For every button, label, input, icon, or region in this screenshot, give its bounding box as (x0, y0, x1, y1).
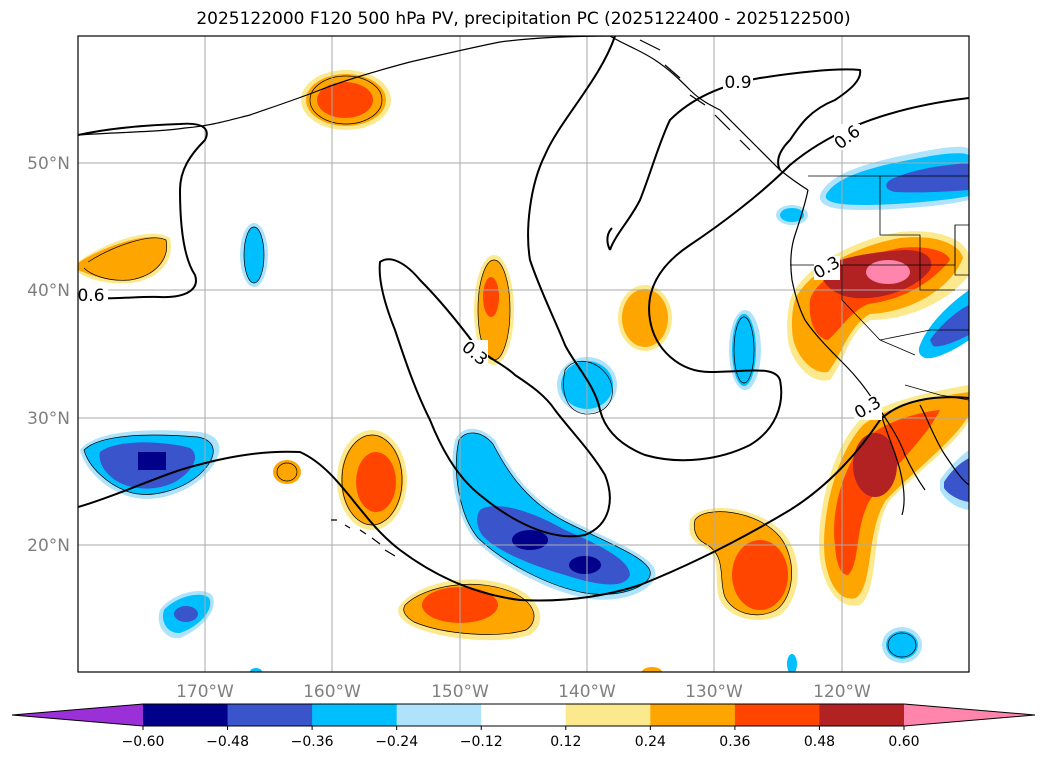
colorbar-segment (481, 704, 567, 726)
colorbar-segment (565, 704, 651, 726)
longitude-labels: 170°W 160°W 150°W 140°W 130°W 120°W (176, 682, 871, 702)
lat-label-40n: 40°N (27, 281, 70, 301)
colorbar-segment (650, 704, 736, 726)
lon-label-150w: 150°W (431, 682, 489, 702)
pv-contours (78, 36, 969, 602)
map-frame (77, 35, 970, 673)
pv-label-0.9: 0.9 (724, 73, 751, 93)
colorbar-extend-high (904, 704, 1035, 726)
map-panel: 0.9 0.6 0.6 0.3 0.3 0.3 (77, 36, 969, 672)
lon-label-130w: 130°W (685, 682, 743, 702)
colorbar-tick-label: 0.60 (888, 734, 919, 750)
colorbar-segment (819, 704, 905, 726)
pv-contour-label-group: 0.9 0.6 0.6 0.3 0.3 0.3 (77, 72, 885, 423)
latitude-labels: 20°N 30°N 40°N 50°N (27, 154, 70, 556)
colorbar-tick-label: 0.36 (719, 734, 750, 750)
lon-label-140w: 140°W (558, 682, 616, 702)
colorbar: −0.60 −0.48 −0.36 −0.24 −0.12 0.12 0.24 0.36 0.4… (11, 703, 1036, 750)
precip-positive-anomalies (78, 70, 969, 672)
colorbar-tick-label: 0.48 (804, 734, 835, 750)
lat-label-20n: 20°N (27, 536, 70, 556)
colorbar-segment (734, 704, 820, 726)
colorbar-tick-label: −0.12 (460, 734, 503, 750)
lon-label-170w: 170°W (176, 682, 234, 702)
lat-label-50n: 50°N (27, 154, 70, 174)
coastlines (78, 36, 969, 557)
precip-outlines (83, 75, 917, 658)
colorbar-segment (396, 704, 482, 726)
map-title: 2025122000 F120 500 hPa PV, precipitatio… (196, 9, 851, 29)
colorbar-tick-label: −0.48 (206, 734, 249, 750)
colorbar-segment (227, 704, 313, 726)
colorbar-tick-label: −0.60 (122, 734, 165, 750)
lon-label-160w: 160°W (303, 682, 361, 702)
colorbar-segment (143, 704, 229, 726)
colorbar-tick-label: 0.24 (635, 734, 666, 750)
colorbar-segment (312, 704, 398, 726)
graticule (78, 36, 969, 672)
pv-label-0.6-west: 0.6 (77, 286, 104, 306)
colorbar-extend-low (12, 704, 143, 726)
colorbar-tick-label: 0.12 (550, 734, 581, 750)
colorbar-tick-label: −0.36 (291, 734, 334, 750)
lat-label-30n: 30°N (27, 409, 70, 429)
colorbar-tick-label: −0.24 (375, 734, 418, 750)
lon-label-120w: 120°W (813, 682, 871, 702)
